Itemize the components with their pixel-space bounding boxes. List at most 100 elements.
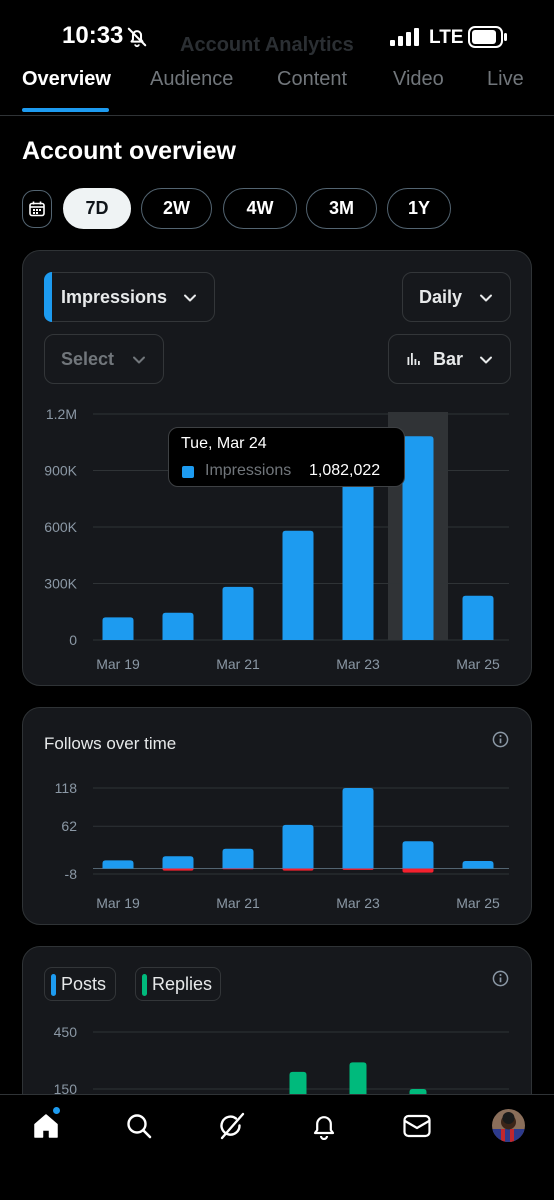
interval-dropdown[interactable]: Daily xyxy=(402,272,511,322)
x-tick-label: Mar 19 xyxy=(96,656,140,672)
nav-messages[interactable] xyxy=(400,1109,434,1143)
chevron-down-icon xyxy=(480,356,492,364)
y-tick-label: -8 xyxy=(65,866,78,882)
interval-dropdown-label: Daily xyxy=(419,286,463,307)
network-label: LTE xyxy=(429,27,464,48)
status-bar: Account Analytics 10:33 LTE xyxy=(0,0,554,62)
unfollows-bar xyxy=(222,868,254,870)
follows-bar xyxy=(402,841,434,869)
legend-replies[interactable]: Replies xyxy=(135,967,221,1001)
bell-off-icon xyxy=(127,27,147,48)
y-tick-label: 1.2M xyxy=(46,406,77,422)
impressions-card: Impressions Daily Select Bar 0 300K 600K 90… xyxy=(22,250,532,686)
tooltip-swatch xyxy=(182,466,194,478)
range-3m[interactable]: 3M xyxy=(306,188,377,229)
x-tick-label: Mar 23 xyxy=(336,656,380,672)
y-tick-label: 450 xyxy=(54,1024,78,1040)
info-icon[interactable] xyxy=(492,970,509,987)
grok-icon xyxy=(220,1112,245,1140)
battery-icon xyxy=(468,26,507,48)
impressions-bar xyxy=(222,586,254,640)
legend-posts-label: Posts xyxy=(61,973,107,994)
impressions-bar xyxy=(162,612,194,640)
y-tick-label: 600K xyxy=(44,519,77,535)
x-tick-label: Mar 25 xyxy=(456,895,500,911)
chart-tooltip: Tue, Mar 24 Impressions 1,082,022 xyxy=(168,427,405,487)
nav-grok[interactable] xyxy=(215,1109,249,1143)
follows-bar xyxy=(222,848,254,869)
y-tick-label: 900K xyxy=(44,463,77,479)
legend-posts[interactable]: Posts xyxy=(44,967,116,1001)
follows-bar xyxy=(102,860,134,869)
nav-search[interactable] xyxy=(122,1109,156,1143)
tab-content[interactable]: Content xyxy=(277,68,348,90)
chevron-down-icon xyxy=(133,356,145,364)
messages-icon xyxy=(403,1114,431,1138)
calendar-icon xyxy=(29,201,45,217)
x-tick-label: Mar 21 xyxy=(216,895,260,911)
impressions-bar xyxy=(102,617,134,640)
y-tick-label: 62 xyxy=(61,818,77,834)
y-tick-label: 0 xyxy=(69,632,77,648)
tab-overview[interactable]: Overview xyxy=(22,68,111,90)
chart-type-label: Bar xyxy=(433,348,464,369)
home-notification-dot xyxy=(53,1107,60,1114)
range-1y[interactable]: 1Y xyxy=(387,188,451,229)
metric-dropdown-label: Impressions xyxy=(61,286,168,307)
legend-posts-swatch xyxy=(51,974,56,996)
nav-home[interactable] xyxy=(29,1109,63,1143)
bar-chart-icon xyxy=(407,353,420,365)
tab-live[interactable]: Live xyxy=(487,68,524,90)
unfollows-bar xyxy=(162,868,194,871)
notifications-icon xyxy=(313,1116,335,1140)
x-tick-label: Mar 19 xyxy=(96,895,140,911)
info-icon[interactable] xyxy=(492,731,509,748)
chevron-down-icon xyxy=(184,294,196,302)
unfollows-bar xyxy=(282,868,314,871)
bottom-nav xyxy=(0,1094,554,1200)
x-tick-label: Mar 23 xyxy=(336,895,380,911)
metric-color-indicator xyxy=(44,272,52,322)
follows-card-title: Follows over time xyxy=(44,734,177,753)
active-tab-indicator xyxy=(22,108,109,112)
x-tick-label: Mar 25 xyxy=(456,656,500,672)
avatar[interactable] xyxy=(492,1109,525,1142)
legend-replies-label: Replies xyxy=(152,973,213,994)
follows-card: Follows over time -8 62 118 Mar 19 Mar 21 Mar… xyxy=(22,707,532,925)
impressions-chart[interactable]: 0 300K 600K 900K 1.2M Mar 19 Mar 21 Mar 23 Mar 2… xyxy=(23,251,532,686)
follows-bar xyxy=(162,856,194,869)
status-time: 10:33 xyxy=(62,22,124,49)
y-tick-label: 118 xyxy=(55,780,78,796)
profile-photo xyxy=(492,1109,525,1142)
signal-icon xyxy=(390,28,419,46)
tooltip-date: Tue, Mar 24 xyxy=(181,435,267,452)
x-tick-label: Mar 21 xyxy=(216,656,260,672)
impressions-bar xyxy=(462,595,494,640)
impressions-bar xyxy=(282,530,314,640)
impressions-bar xyxy=(342,483,374,640)
tooltip-series-label: Impressions xyxy=(205,462,292,479)
y-tick-label: 300K xyxy=(44,576,77,592)
home-icon xyxy=(34,1114,58,1138)
nav-notifications[interactable] xyxy=(307,1109,341,1143)
impressions-bar xyxy=(402,436,434,640)
compare-dropdown-label: Select xyxy=(61,348,115,369)
compare-dropdown[interactable]: Select xyxy=(44,334,164,384)
follows-bar xyxy=(342,788,374,869)
tooltip-value: 1,082,022 xyxy=(309,462,381,479)
range-7d[interactable]: 7D xyxy=(63,188,131,229)
y-tick-label: 150 xyxy=(54,1081,78,1097)
analytics-tabs: Overview Audience Content Video Live xyxy=(0,62,554,116)
follows-bar xyxy=(282,824,314,869)
tab-audience[interactable]: Audience xyxy=(150,68,234,90)
legend-replies-swatch xyxy=(142,974,147,996)
date-picker-button[interactable] xyxy=(22,190,52,228)
follows-chart[interactable]: -8 62 118 Mar 19 Mar 21 Mar 23 Mar 25 xyxy=(23,708,532,925)
chart-type-dropdown[interactable]: Bar xyxy=(388,334,511,384)
header-title: Account Analytics xyxy=(180,34,354,56)
metric-dropdown[interactable]: Impressions xyxy=(44,272,215,322)
page-title: Account overview xyxy=(22,137,236,165)
range-2w[interactable]: 2W xyxy=(141,188,212,229)
range-4w[interactable]: 4W xyxy=(223,188,297,229)
tab-video[interactable]: Video xyxy=(393,68,444,90)
